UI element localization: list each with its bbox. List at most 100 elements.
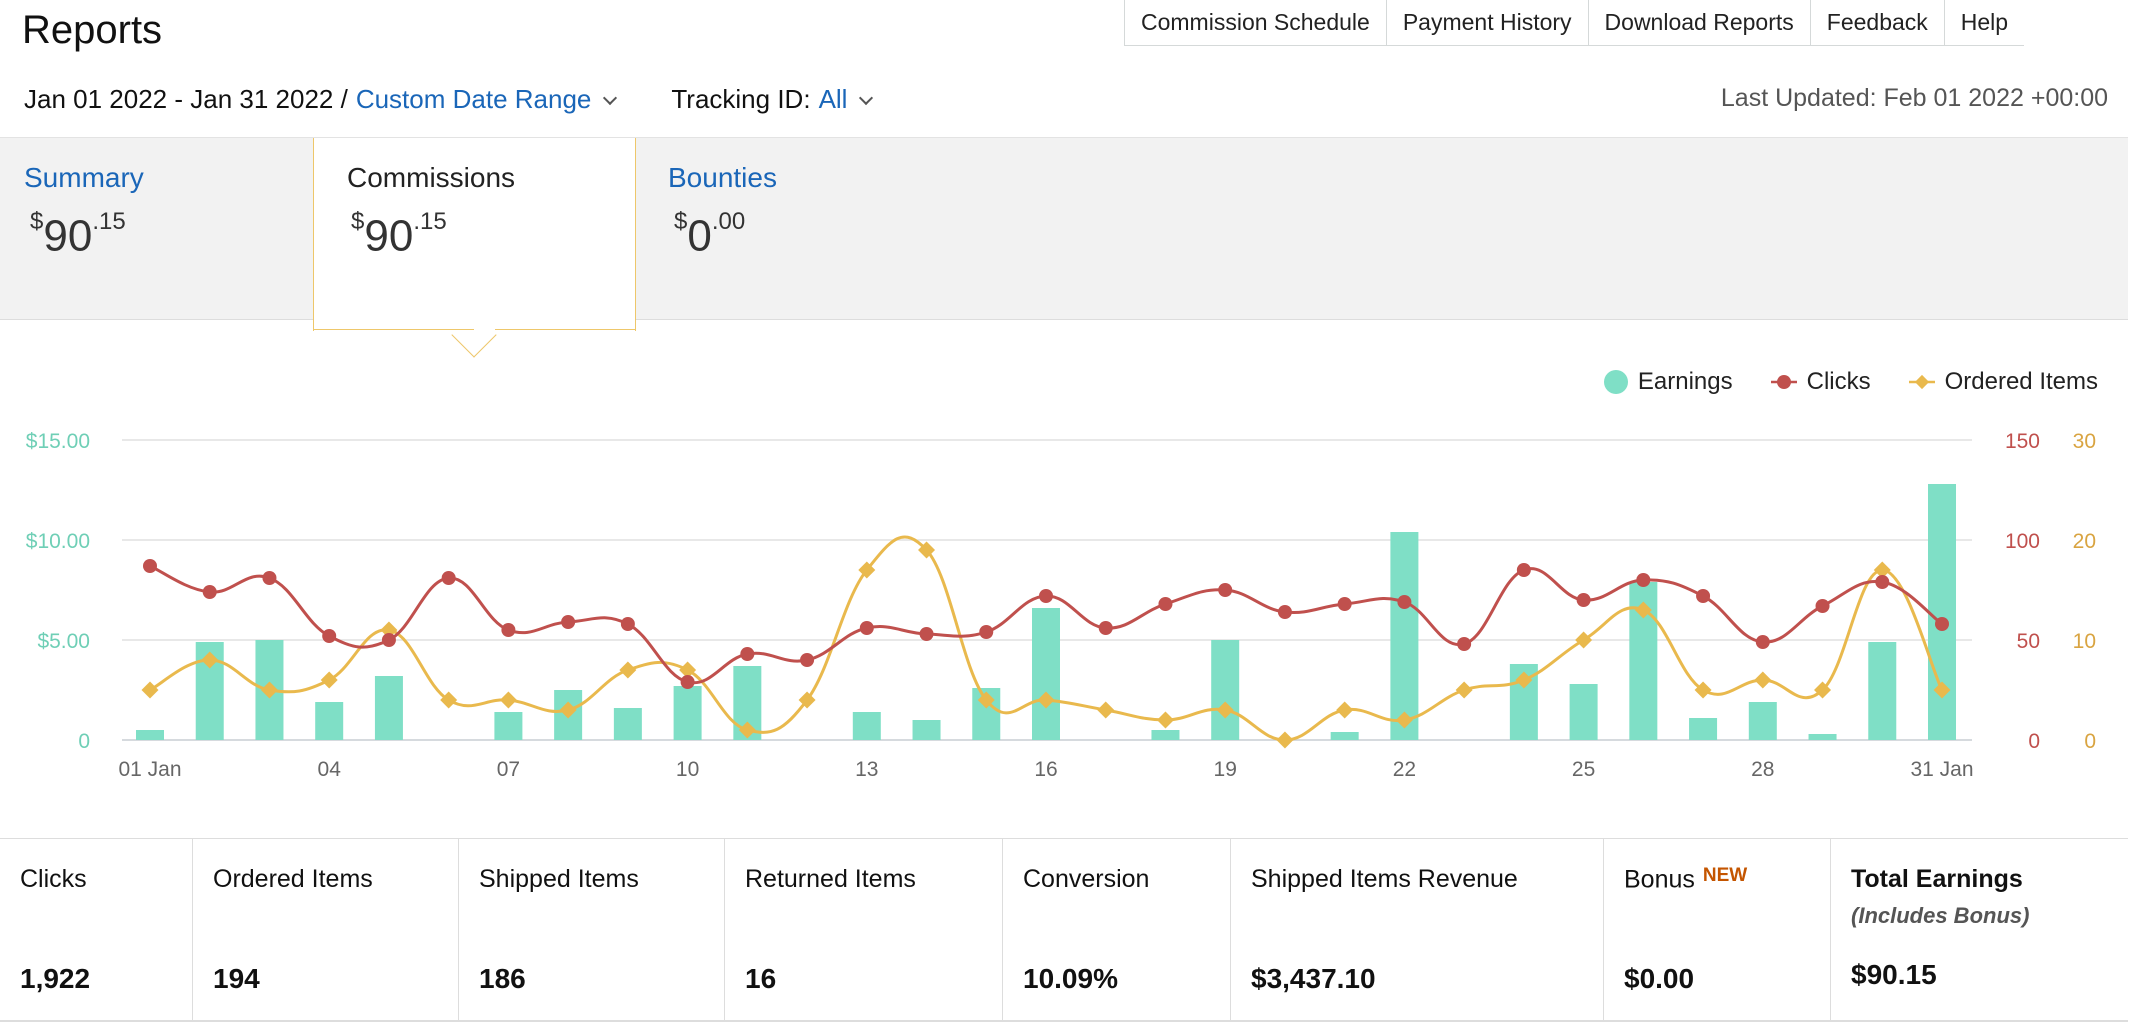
legend-earnings[interactable]: Earnings xyxy=(1603,368,1733,396)
stat-note: (Includes Bonus) xyxy=(1851,903,2030,928)
clicks-point xyxy=(322,629,337,643)
clicks-point xyxy=(979,625,994,639)
stat-value: 186 xyxy=(479,963,526,994)
clicks-point xyxy=(1218,583,1233,597)
ordered-items-point xyxy=(1814,681,1832,699)
ordered-items-point xyxy=(798,691,816,709)
y-right-ordered-tick-label: 10 xyxy=(2073,630,2096,653)
earnings-bar xyxy=(1330,732,1359,740)
earnings-bar xyxy=(315,702,344,740)
tab-commissions[interactable]: Commissions $90.15 xyxy=(313,138,636,331)
feedback-link[interactable]: Feedback xyxy=(1811,0,1945,45)
download-reports-link[interactable]: Download Reports xyxy=(1589,0,1811,45)
ordered-items-point xyxy=(1694,681,1712,699)
tracking-id-dropdown[interactable]: All xyxy=(818,84,848,114)
tab-summary-label[interactable]: Summary xyxy=(24,162,144,193)
y-right-ordered-tick-label: 0 xyxy=(2084,730,2096,753)
custom-date-range-dropdown[interactable]: Custom Date Range xyxy=(355,84,592,114)
ordered-items-point xyxy=(619,661,637,679)
filter-row: Jan 01 2022 - Jan 31 2022 / Custom Date … xyxy=(24,84,874,115)
legend-ordered-items[interactable]: Ordered Items xyxy=(1908,368,2098,396)
stat-label: Clicks xyxy=(20,865,87,893)
ordered-items-point xyxy=(260,681,278,699)
chevron-down-icon[interactable] xyxy=(859,90,874,105)
ordered-items-point xyxy=(1216,701,1234,719)
clicks-point xyxy=(919,627,934,641)
clicks-point xyxy=(620,617,635,631)
earnings-bar xyxy=(494,712,523,740)
stat-conversion: Conversion 10.09% xyxy=(1003,839,1231,1020)
new-badge: NEW xyxy=(1702,865,1748,886)
clicks-point xyxy=(680,675,695,689)
active-tab-border xyxy=(495,329,636,330)
earnings-bar xyxy=(1151,730,1180,740)
clicks-point xyxy=(1875,575,1890,589)
stat-value: $0.00 xyxy=(1624,963,1695,994)
chevron-down-icon[interactable] xyxy=(603,90,618,105)
ordered-items-point xyxy=(559,701,577,719)
x-tick-label: 28 xyxy=(1751,758,1774,781)
stat-value: 194 xyxy=(213,963,260,994)
y-right-clicks-tick-label: 50 xyxy=(2017,630,2040,653)
clicks-point xyxy=(1935,617,1949,631)
commission-schedule-link[interactable]: Commission Schedule xyxy=(1125,0,1387,45)
ordered-items-point xyxy=(1933,681,1951,699)
stat-value: 1,922 xyxy=(20,963,91,994)
clicks-point xyxy=(441,571,456,585)
earnings-bar xyxy=(1211,640,1240,740)
ordered-items-point xyxy=(1097,701,1115,719)
clicks-point xyxy=(1397,595,1412,609)
tab-bounties[interactable]: Bounties $0.00 xyxy=(636,138,956,321)
clicks-point xyxy=(1098,621,1113,635)
legend-earnings-label: Earnings xyxy=(1637,368,1733,395)
stat-value: $90.15 xyxy=(1851,959,1937,990)
ordered-items-point xyxy=(499,691,517,709)
ordered-items-point xyxy=(1037,691,1055,709)
ordered-items-point xyxy=(1873,561,1891,579)
clicks-point xyxy=(501,623,516,637)
clicks-point xyxy=(800,653,815,667)
tab-summary[interactable]: Summary $90.15 xyxy=(0,138,314,321)
legend-clicks-label: Clicks xyxy=(1806,368,1871,395)
chart-legend: Earnings Clicks Ordered Items xyxy=(1566,368,2098,396)
stat-bonus: Bonus NEW $0.00 xyxy=(1604,839,1831,1020)
clicks-point xyxy=(1337,597,1352,611)
tab-bounties-amount: $0.00 xyxy=(674,208,746,261)
help-link[interactable]: Help xyxy=(1960,9,2009,35)
x-tick-label: 16 xyxy=(1034,758,1057,781)
tab-bounties-label[interactable]: Bounties xyxy=(668,162,777,193)
ordered-items-point xyxy=(1156,711,1174,729)
active-tab-border xyxy=(313,329,474,330)
clicks-point xyxy=(262,571,277,585)
clicks-point xyxy=(561,615,576,629)
tab-commissions-label[interactable]: Commissions xyxy=(347,162,516,193)
ordered-items-point xyxy=(858,561,876,579)
y-right-clicks-tick-label: 150 xyxy=(2005,430,2040,453)
earnings-bar xyxy=(136,730,164,740)
y-right-clicks-tick-label: 100 xyxy=(2005,530,2040,553)
earnings-bar xyxy=(673,686,702,740)
earnings-bar xyxy=(613,708,642,740)
stat-ordered-items: Ordered Items 194 xyxy=(193,839,459,1020)
ordered-items-point xyxy=(1634,601,1652,619)
y-right-ordered-tick-label: 20 xyxy=(2073,530,2096,553)
ordered-items-point xyxy=(141,681,159,699)
earnings-bar xyxy=(1689,718,1718,740)
ordered-items-point xyxy=(918,541,936,559)
stat-label: Shipped Items Revenue xyxy=(1251,865,1518,893)
ordered-items-point xyxy=(1395,711,1413,729)
x-tick-label: 01 Jan xyxy=(118,758,181,781)
payment-history-link[interactable]: Payment History xyxy=(1387,0,1589,45)
stat-shipped-items-revenue: Shipped Items Revenue $3,437.10 xyxy=(1231,839,1604,1020)
ordered-items-point xyxy=(1515,671,1533,689)
x-tick-label: 07 xyxy=(497,758,520,781)
ordered-items-point xyxy=(738,721,756,739)
earnings-bar xyxy=(1569,684,1598,740)
y-left-tick-label: $5.00 xyxy=(37,630,90,653)
stat-label: Total Earnings xyxy=(1851,865,2023,893)
legend-clicks[interactable]: Clicks xyxy=(1770,368,1871,396)
stat-label: Conversion xyxy=(1023,865,1150,893)
last-updated: Last Updated: Feb 01 2022 +00:00 xyxy=(1720,84,2108,112)
x-tick-label: 10 xyxy=(676,758,699,781)
stat-label: Bonus NEW xyxy=(1624,865,1748,894)
